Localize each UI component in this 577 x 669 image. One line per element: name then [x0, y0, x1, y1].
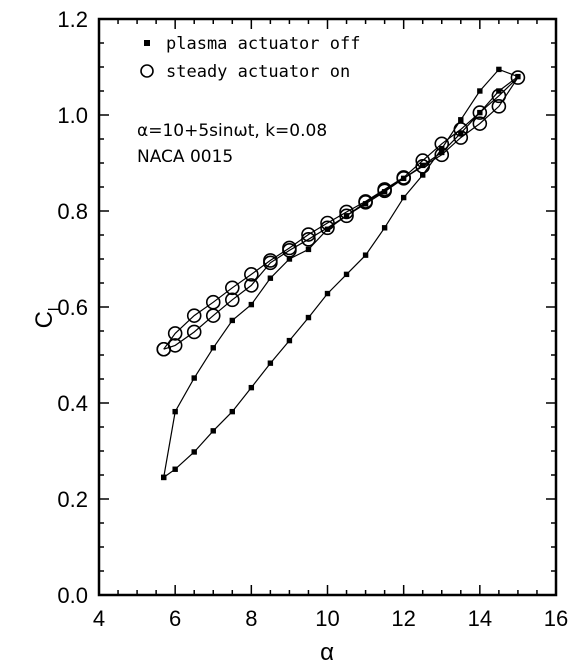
legend-label-steady-on: steady actuator on [166, 62, 350, 82]
data-point-steady-actuator-on [491, 88, 507, 104]
data-point-steady-actuator-on [339, 208, 354, 224]
data-point-steady-actuator-on [244, 267, 259, 282]
data-point-plasma-actuator-off [286, 256, 293, 262]
data-point-plasma-actuator-off [362, 201, 369, 207]
data-point-steady-actuator-on [244, 278, 259, 293]
x-tick-label: 6 [169, 606, 181, 631]
data-point-plasma-actuator-off [172, 466, 178, 472]
x-tick-label: 12 [391, 606, 415, 631]
x-tick-label: 8 [245, 606, 257, 631]
data-point-plasma-actuator-off [477, 88, 483, 94]
data-point-plasma-actuator-off [161, 474, 167, 481]
y-axis-label: Cl [31, 308, 63, 329]
data-point-plasma-actuator-off [439, 149, 445, 156]
y-tick-label: 0.0 [57, 583, 88, 608]
data-point-plasma-actuator-off [229, 317, 235, 324]
data-point-steady-actuator-on [167, 326, 183, 341]
data-point-steady-actuator-on [186, 324, 202, 340]
data-point-steady-actuator-on [434, 147, 450, 163]
data-point-plasma-actuator-off [210, 428, 216, 434]
data-point-steady-actuator-on [339, 204, 354, 220]
data-point-plasma-actuator-off [267, 360, 274, 366]
y-tick-label: 0.2 [57, 487, 88, 512]
data-point-steady-actuator-on [263, 255, 278, 271]
legend-label-plasma-off: plasma actuator off [166, 34, 360, 54]
data-point-plasma-actuator-off [496, 88, 502, 94]
data-point-steady-actuator-on [453, 122, 469, 137]
data-point-steady-actuator-on [396, 171, 411, 186]
x-tick-label: 16 [544, 606, 568, 631]
x-tick-label: 14 [468, 606, 492, 631]
data-point-plasma-actuator-off [362, 252, 369, 258]
data-point-plasma-actuator-off [191, 375, 197, 381]
data-point-plasma-actuator-off [515, 73, 521, 80]
data-point-plasma-actuator-off [267, 275, 274, 281]
data-point-plasma-actuator-off [496, 66, 502, 73]
data-point-plasma-actuator-off [400, 194, 407, 201]
data-point-plasma-actuator-off [381, 189, 388, 195]
data-point-steady-actuator-on [415, 153, 431, 168]
data-point-plasma-actuator-off [458, 130, 464, 136]
legend: plasma actuator off steady actuator on [140, 34, 360, 82]
x-tick-label: 4 [93, 606, 105, 631]
data-point-plasma-actuator-off [381, 225, 388, 231]
data-point-plasma-actuator-off [420, 172, 426, 178]
data-point-steady-actuator-on [434, 136, 450, 152]
data-point-plasma-actuator-off [324, 290, 331, 297]
y-axis-label-main: C [31, 311, 58, 328]
annotation-airfoil: NACA 0015 [137, 147, 233, 167]
data-point-steady-actuator-on [472, 116, 488, 131]
data-point-steady-actuator-on [205, 308, 221, 323]
y-tick-label: 0.8 [57, 199, 88, 224]
data-point-steady-actuator-on [415, 159, 431, 174]
data-point-plasma-actuator-off [286, 337, 293, 344]
series-layer [156, 66, 526, 481]
x-tick-label: 10 [315, 606, 339, 631]
data-point-plasma-actuator-off [172, 408, 178, 415]
data-point-steady-actuator-on [224, 280, 240, 296]
y-tick-label: 1.0 [57, 103, 88, 128]
y-tick-label: 1.2 [57, 7, 88, 32]
data-point-steady-actuator-on [453, 130, 469, 145]
data-point-steady-actuator-on [472, 105, 488, 120]
data-point-plasma-actuator-off [248, 384, 255, 391]
data-point-plasma-actuator-off [420, 162, 426, 169]
data-point-steady-actuator-on [301, 232, 316, 247]
x-axis-label: α [320, 639, 334, 666]
legend-marker-plasma-off [144, 40, 150, 46]
annotation-equation: α=10+5sinωt, k=0.08 [137, 121, 327, 141]
data-point-steady-actuator-on [491, 99, 507, 114]
y-axis-label-sub: l [46, 308, 63, 311]
data-point-plasma-actuator-off [229, 408, 235, 415]
data-point-steady-actuator-on [186, 308, 202, 323]
data-point-plasma-actuator-off [458, 117, 464, 123]
y-tick-label: 0.4 [57, 391, 88, 416]
data-point-plasma-actuator-off [343, 271, 350, 278]
data-point-plasma-actuator-off [191, 449, 197, 455]
data-point-steady-actuator-on [358, 195, 373, 210]
data-point-steady-actuator-on [510, 70, 526, 85]
legend-marker-steady-on [140, 64, 154, 78]
data-point-steady-actuator-on [224, 292, 240, 308]
data-point-plasma-actuator-off [305, 314, 312, 321]
data-point-steady-actuator-on [320, 220, 335, 236]
data-point-plasma-actuator-off [305, 246, 312, 253]
data-point-steady-actuator-on [377, 183, 392, 199]
data-point-steady-actuator-on [320, 215, 335, 231]
axis-ticks: 4 6 8 10 12 14 16 0.0 0.2 0.4 0.6 0.8 1.0 1.2 [57, 7, 568, 631]
data-point-steady-actuator-on [301, 227, 316, 242]
data-point-plasma-actuator-off [210, 345, 216, 351]
data-point-steady-actuator-on [156, 341, 172, 357]
data-point-plasma-actuator-off [248, 301, 255, 308]
svg-text:Cl: Cl [31, 308, 63, 329]
data-point-steady-actuator-on [282, 243, 297, 258]
y-tick-label: 0.6 [57, 295, 88, 320]
